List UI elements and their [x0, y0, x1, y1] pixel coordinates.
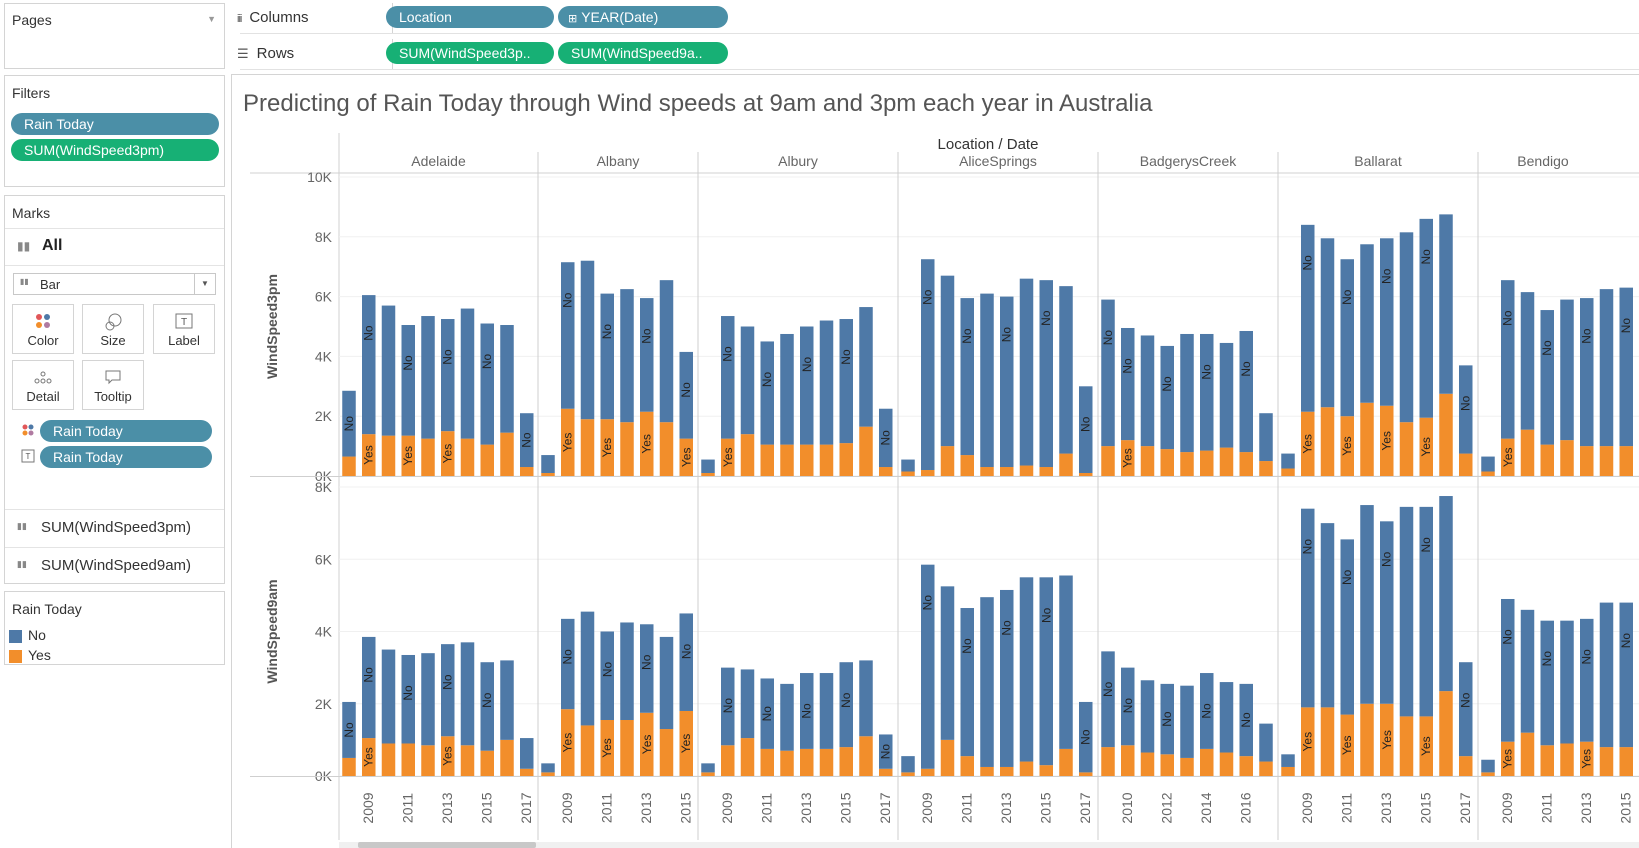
mark-type-value: Bar [40, 277, 61, 292]
legend-swatch-no [9, 629, 22, 643]
marks-all-label: All [42, 237, 63, 254]
measure-row-windspeed9am[interactable]: ▮▮ SUM(WindSpeed9am) [5, 547, 224, 584]
rows-pill-windspeed9am[interactable]: SUM(WindSpeed9a.. [558, 42, 728, 64]
color-label: Color [27, 333, 59, 348]
label-button[interactable]: T Label [153, 304, 215, 354]
measure-label-windspeed9am: SUM(WindSpeed9am) [41, 557, 192, 574]
columns-shelf: iii Columns Location ⊞ YEAR(Date) [237, 3, 1639, 34]
columns-pill-location[interactable]: Location [386, 6, 554, 28]
plus-box-icon: ⊞ [568, 13, 578, 25]
rows-pill-windspeed3pm[interactable]: SUM(WindSpeed3p.. [386, 42, 554, 64]
label-label: Label [168, 333, 200, 348]
legend-label-yes: Yes [28, 647, 51, 663]
legend-card: Rain Today No Yes [4, 591, 225, 665]
columns-pill-year-date[interactable]: ⊞ YEAR(Date) [558, 6, 728, 28]
columns-shelf-label: Columns [249, 9, 309, 26]
pages-card: Pages ▼ [4, 3, 225, 69]
legend-title: Rain Today [12, 601, 82, 617]
bar-chart-icon: ▮▮ [17, 559, 27, 569]
bar-chart-icon: ▮▮ [17, 239, 31, 253]
filter-pill-rain-today[interactable]: Rain Today [11, 113, 219, 135]
label-encoding-pill[interactable]: Rain Today [40, 446, 212, 468]
columns-icon: iii [237, 13, 242, 25]
size-label: Size [100, 333, 126, 348]
rows-shelf: ☰ Rows SUM(WindSpeed3p.. SUM(WindSpeed9a.… [237, 39, 1639, 70]
measure-label-windspeed3pm: SUM(WindSpeed3pm) [41, 519, 192, 536]
chevron-down-icon: ▼ [194, 274, 215, 294]
filters-title: Filters [12, 85, 51, 101]
detail-label: Detail [26, 389, 60, 404]
detail-icon [13, 369, 73, 387]
legend-item-yes[interactable]: Yes [9, 647, 51, 663]
bar-chart-icon: ▮▮ [17, 521, 27, 531]
legend-item-no[interactable]: No [9, 627, 46, 643]
rows-shelf-label-box: ☰ Rows [237, 39, 393, 69]
size-icon [83, 313, 143, 331]
size-button[interactable]: Size [82, 304, 144, 354]
label-icon: T [154, 313, 214, 331]
legend-label-no: No [28, 627, 46, 643]
view-title: Predicting of Rain Today through Wind sp… [243, 90, 1153, 117]
tooltip-icon [83, 369, 143, 387]
detail-button[interactable]: Detail [12, 360, 74, 410]
view-area: Predicting of Rain Today through Wind sp… [231, 74, 1639, 848]
svg-text:T: T [181, 317, 187, 328]
color-icon [13, 313, 73, 331]
pages-title: Pages [12, 12, 52, 28]
columns-pill-year-date-label: YEAR(Date) [581, 9, 659, 25]
color-encoding-icon [21, 423, 35, 442]
legend-swatch-yes [9, 649, 22, 663]
color-button[interactable]: Color [12, 304, 74, 354]
columns-shelf-label-box: iii Columns [237, 3, 393, 33]
bar-type-icon: ▮▮ [20, 277, 29, 286]
rows-icon: ☰ [237, 46, 249, 61]
pages-dropdown-icon[interactable]: ▼ [207, 14, 216, 24]
filter-pill-windspeed3pm[interactable]: SUM(WindSpeed3pm) [11, 139, 219, 161]
svg-text:T: T [26, 452, 31, 461]
tooltip-label: Tooltip [94, 389, 132, 404]
marks-card: Marks ▮▮ All ▮▮ Bar ▼ Color Size T Label… [4, 195, 225, 584]
mark-type-select[interactable]: ▮▮ Bar ▼ [13, 273, 216, 295]
measure-row-windspeed3pm[interactable]: ▮▮ SUM(WindSpeed3pm) [5, 509, 224, 546]
label-encoding-icon: T [21, 449, 35, 468]
color-encoding-pill[interactable]: Rain Today [40, 420, 212, 442]
marks-title: Marks [12, 205, 51, 221]
tooltip-button[interactable]: Tooltip [82, 360, 144, 410]
marks-all-row[interactable]: ▮▮ All [5, 228, 224, 266]
filters-card: Filters Rain Today SUM(WindSpeed3pm) [4, 75, 225, 187]
rows-shelf-label: Rows [256, 45, 295, 62]
